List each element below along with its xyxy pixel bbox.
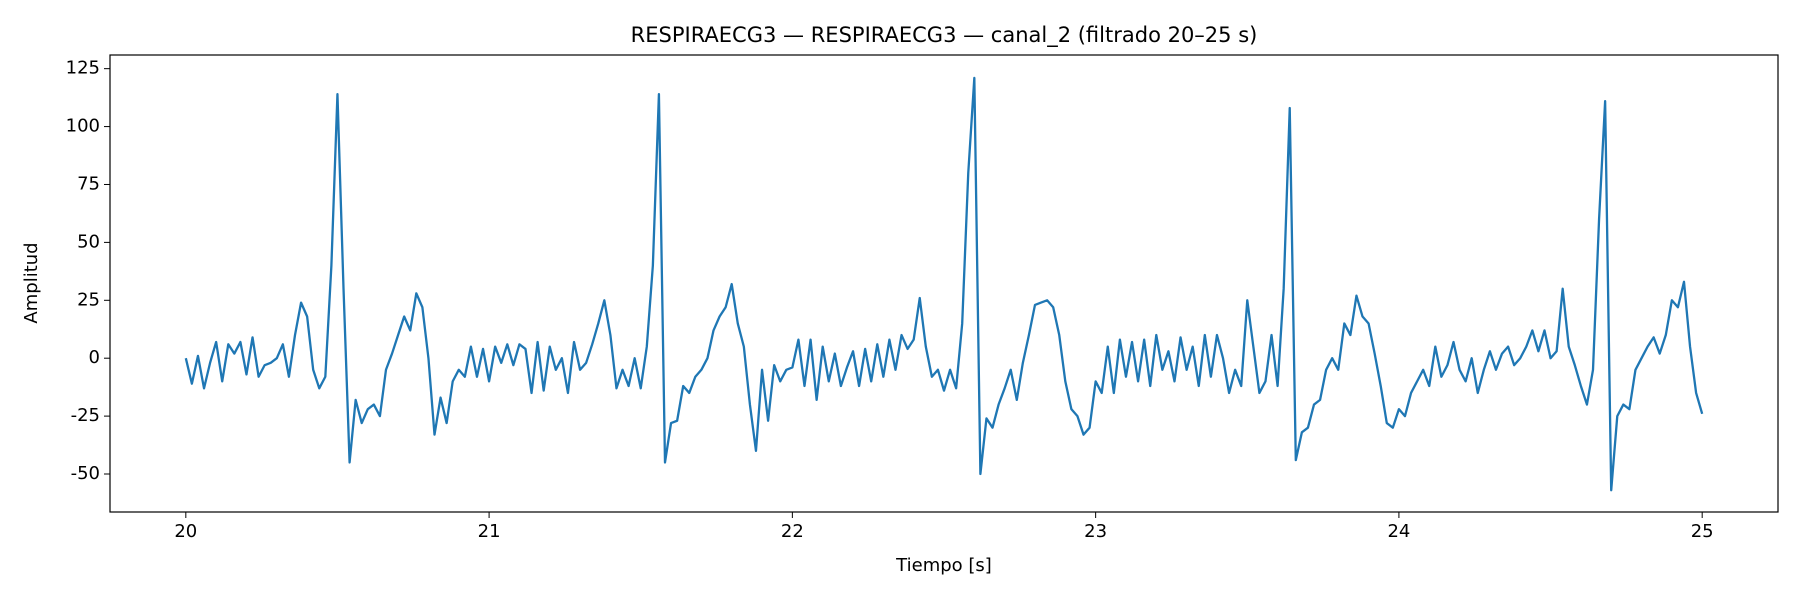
chart-title: RESPIRAECG3 — RESPIRAECG3 — canal_2 (fil…	[631, 23, 1258, 48]
x-tick-label: 23	[1084, 521, 1107, 542]
y-tick-label: 0	[89, 347, 100, 368]
x-tick-label: 21	[478, 521, 501, 542]
y-tick-label: 125	[66, 58, 100, 79]
y-axis-label: Amplitud	[21, 242, 42, 323]
y-tick-label: -50	[71, 463, 100, 484]
x-tick-label: 20	[174, 521, 197, 542]
y-tick-label: 50	[77, 231, 100, 252]
x-tick-label: 22	[781, 521, 804, 542]
series-line	[184, 76, 1704, 492]
x-tick-label: 24	[1387, 521, 1410, 542]
x-tick-label: 25	[1691, 521, 1714, 542]
y-tick-label: 25	[77, 289, 100, 310]
y-tick-label: -25	[71, 405, 100, 426]
y-tick-label: 100	[66, 116, 100, 137]
x-axis-label: Tiempo [s]	[895, 555, 992, 576]
plot-frame	[109, 54, 1779, 513]
y-tick-label: 75	[77, 173, 100, 194]
